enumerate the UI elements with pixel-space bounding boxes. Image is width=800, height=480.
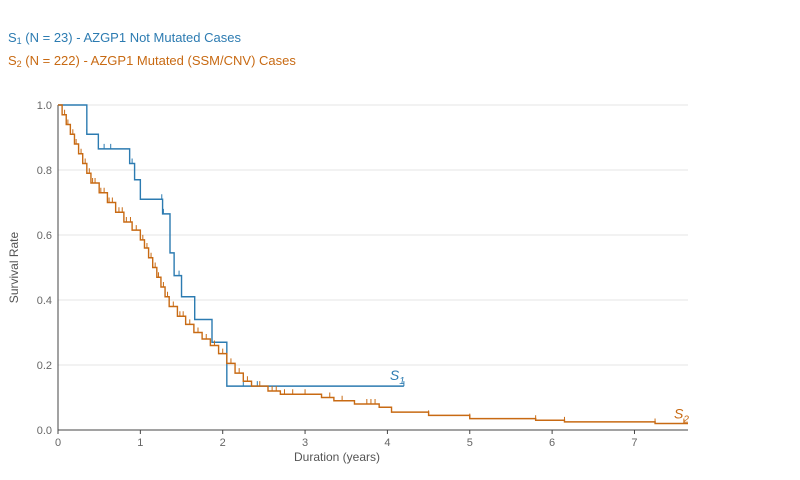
curve-end-label-s2: S2 bbox=[674, 406, 689, 426]
x-axis-title: Duration (years) bbox=[294, 450, 380, 464]
series-s1: S1 bbox=[58, 104, 405, 387]
x-tick-label: 7 bbox=[631, 437, 637, 449]
x-tick-label: 6 bbox=[549, 437, 555, 449]
y-tick-label: 0.8 bbox=[37, 165, 52, 177]
survival-curve-s2 bbox=[58, 104, 688, 425]
x-tick-label: 0 bbox=[55, 437, 61, 449]
x-tick-label: 1 bbox=[137, 437, 143, 449]
axis-layer: 0.0 0.2 0.4 0.6 0.8 1.0 0 1 2 3 4 5 6 7 bbox=[37, 100, 688, 449]
legend-item-s2[interactable]: S2 (N = 222) - AZGP1 Mutated (SSM/CNV) C… bbox=[8, 51, 296, 74]
grid-layer bbox=[58, 104, 688, 366]
legend-s1-prefix: S bbox=[8, 30, 17, 45]
y-tick-label: 0.6 bbox=[37, 230, 52, 242]
y-tick-label: 1.0 bbox=[37, 100, 52, 112]
x-tick-label: 2 bbox=[220, 437, 226, 449]
legend-s1-sub: 1 bbox=[16, 36, 22, 46]
y-tick-label: 0.2 bbox=[37, 360, 52, 372]
y-tick-label: 0.4 bbox=[37, 295, 52, 307]
x-tick-label: 3 bbox=[302, 437, 308, 449]
y-tick-label: 0.0 bbox=[37, 425, 52, 437]
legend-item-s1[interactable]: S1 (N = 23) - AZGP1 Not Mutated Cases bbox=[8, 28, 296, 51]
legend-s2-prefix: S bbox=[8, 53, 17, 68]
legend: S1 (N = 23) - AZGP1 Not Mutated Cases S2… bbox=[8, 28, 296, 74]
series-s2: S2 bbox=[58, 104, 689, 426]
y-axis-title: Survival Rate bbox=[7, 232, 21, 304]
x-tick-label: 4 bbox=[384, 437, 390, 449]
series-layer: S1 S2 bbox=[58, 104, 689, 426]
x-tick-label: 5 bbox=[467, 437, 473, 449]
legend-s2-text: (N = 222) - AZGP1 Mutated (SSM/CNV) Case… bbox=[21, 53, 296, 68]
legend-s2-sub: 2 bbox=[16, 59, 22, 69]
curve-end-label-s1: S1 bbox=[390, 367, 405, 387]
legend-s1-text: (N = 23) - AZGP1 Not Mutated Cases bbox=[21, 30, 241, 45]
survival-curve-s1 bbox=[58, 104, 404, 387]
